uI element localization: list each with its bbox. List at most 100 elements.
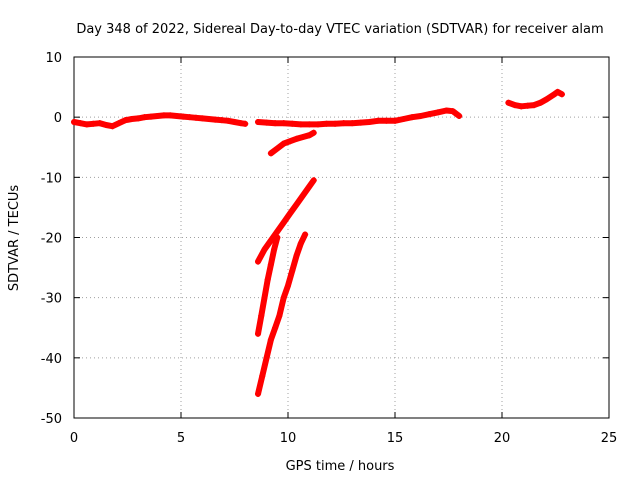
data-point	[306, 132, 313, 139]
data-point	[314, 121, 321, 128]
x-tick-label: 25	[601, 431, 618, 446]
y-tick-label: 10	[45, 51, 62, 66]
y-tick-label: -50	[41, 412, 62, 427]
data-point	[306, 121, 313, 128]
series-descending-arc-b	[255, 234, 281, 337]
data-point	[302, 231, 309, 238]
data-point	[297, 240, 304, 247]
data-point	[310, 177, 317, 184]
data-point	[531, 102, 538, 109]
data-point	[449, 108, 456, 115]
data-point	[297, 121, 304, 128]
data-point	[434, 109, 441, 116]
series-late-band	[505, 88, 565, 110]
data-point	[71, 118, 77, 125]
data-point	[160, 112, 167, 119]
y-tick-label: -30	[41, 292, 62, 307]
data-point	[289, 120, 296, 127]
data-point	[554, 88, 561, 95]
data-point	[349, 120, 356, 127]
data-point	[274, 228, 281, 235]
data-point	[263, 354, 270, 361]
data-point	[263, 119, 270, 126]
data-point	[357, 119, 364, 126]
data-point	[409, 114, 416, 121]
data-point	[276, 312, 283, 319]
data-point	[272, 324, 279, 331]
data-point	[267, 150, 274, 157]
data-point	[374, 117, 381, 124]
data-point	[261, 246, 268, 253]
data-point	[212, 116, 219, 123]
data-point	[218, 117, 225, 124]
data-point	[173, 112, 180, 119]
data-point	[267, 336, 274, 343]
data-point	[310, 129, 317, 136]
data-point	[167, 112, 174, 119]
series-band	[255, 177, 317, 265]
y-axis-ticks: -50 -40 -30 -20 -10 0 10	[41, 51, 609, 427]
data-point	[225, 117, 232, 124]
data-point	[518, 103, 525, 110]
data-point	[293, 135, 300, 142]
series-descending-arc-c	[255, 231, 309, 397]
series-main-band-mid	[255, 107, 463, 128]
data-point	[255, 330, 262, 337]
data-point	[258, 312, 265, 319]
data-point	[537, 99, 544, 106]
data-point	[255, 258, 262, 265]
data-point	[264, 276, 271, 283]
data-point	[299, 192, 306, 199]
data-point	[524, 102, 531, 109]
data-point	[267, 237, 274, 244]
data-point	[511, 102, 518, 109]
data-point	[83, 121, 90, 128]
data-point	[287, 210, 294, 217]
data-point	[259, 372, 266, 379]
data-point	[77, 120, 84, 127]
x-tick-label: 5	[177, 431, 185, 446]
data-point	[96, 120, 103, 127]
data-point	[280, 120, 287, 127]
data-point	[122, 117, 129, 124]
data-point	[231, 118, 238, 125]
x-tick-label: 20	[494, 431, 511, 446]
x-tick-label: 15	[387, 431, 404, 446]
data-point	[299, 134, 306, 141]
series-main-band-early	[71, 112, 249, 130]
data-point	[293, 201, 300, 208]
data-point	[456, 112, 463, 119]
x-axis-title: GPS time / hours	[286, 459, 395, 474]
data-point	[255, 118, 262, 125]
data-point	[186, 114, 193, 121]
series-short-arc	[267, 129, 317, 157]
data-point	[280, 140, 287, 147]
data-point	[340, 120, 347, 127]
data-point	[392, 117, 398, 124]
series-band	[71, 112, 249, 130]
data-point	[280, 219, 287, 226]
data-point	[558, 91, 565, 98]
data-point	[135, 115, 142, 122]
data-point	[154, 112, 161, 119]
grid-lines	[74, 57, 609, 418]
data-point	[148, 113, 155, 120]
data-point	[115, 120, 122, 127]
data-point	[285, 282, 291, 289]
data-point	[274, 145, 281, 152]
series-descending-arc-a	[255, 177, 317, 265]
series-layer	[71, 88, 565, 397]
data-point	[306, 183, 313, 190]
y-tick-label: 0	[54, 111, 62, 126]
series-band	[255, 231, 309, 397]
data-point	[141, 114, 148, 121]
x-tick-label: 0	[70, 431, 78, 446]
data-point	[103, 121, 110, 128]
data-point	[417, 112, 424, 119]
y-tick-label: -40	[41, 352, 62, 367]
x-axis-ticks: 0 5 10 15 20 25	[70, 57, 617, 446]
data-point	[128, 115, 135, 122]
data-point	[332, 120, 339, 127]
series-band	[505, 88, 565, 110]
data-point	[180, 113, 187, 120]
